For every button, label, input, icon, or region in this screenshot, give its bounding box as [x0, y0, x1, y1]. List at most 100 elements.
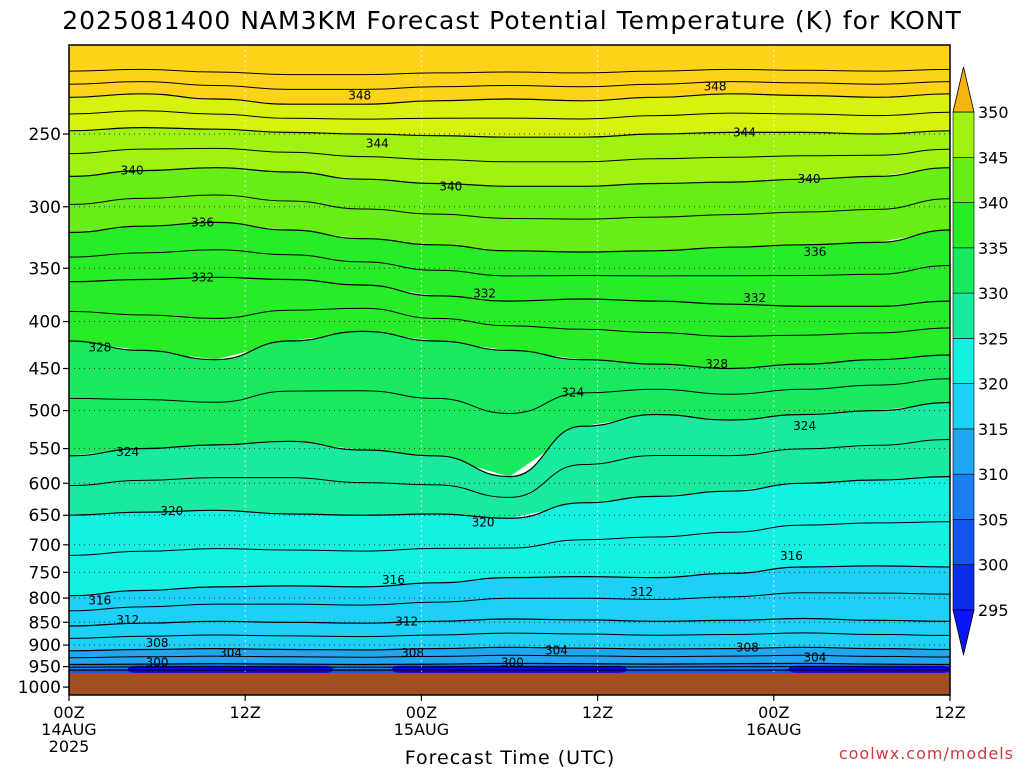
contour-label: 308 [736, 640, 759, 654]
contour-label: 300 [501, 655, 524, 669]
y-tick-label: 800 [29, 589, 61, 609]
colorbar-extend-min [952, 609, 975, 656]
contour-label: 340 [798, 172, 821, 186]
colorbar-label: 310 [978, 465, 1009, 484]
x-tick-label: 15AUG [394, 720, 449, 739]
contour-label: 348 [348, 89, 371, 103]
contour-upper-0 [69, 68, 950, 76]
contour-348 [69, 93, 950, 105]
colorbar-segment [952, 519, 975, 566]
contour-label: 344 [366, 136, 389, 150]
band-below-340 [69, 167, 950, 252]
contour-label: 308 [401, 646, 424, 660]
band-below-320 [69, 476, 950, 596]
ground-layer [69, 672, 950, 695]
y-tick-label: 1000 [18, 678, 61, 698]
y-tick-label: 700 [29, 536, 61, 556]
colorbar-segment [952, 202, 975, 249]
colorbar-segment [952, 156, 975, 203]
contour-labels: 348 348 344 344 340 340 340 336 336 332 332 332 328 3… [88, 80, 826, 670]
colorbar-label: 320 [978, 375, 1009, 394]
band-below-316 [69, 565, 950, 626]
contour-328 [69, 330, 950, 370]
cold-pool-1 [392, 665, 627, 673]
contour-label: 304 [803, 650, 826, 664]
contour-324 [69, 401, 950, 478]
colorbar-segment [952, 473, 975, 520]
colorbar-segment [952, 564, 975, 611]
x-tick-label: 14AUG [41, 720, 96, 739]
colorbar-label: 315 [978, 420, 1009, 439]
contour-label: 320 [160, 504, 183, 518]
contour-304 [69, 662, 950, 666]
contour-label: 332 [743, 291, 766, 305]
y-tick-label: 400 [29, 313, 61, 333]
contour-322 [69, 439, 950, 498]
contour-label: 324 [116, 445, 139, 459]
colorbar-label: 345 [978, 148, 1009, 167]
contour-label: 312 [116, 613, 139, 627]
x-tick-label: 12Z [934, 703, 965, 722]
colorbar-label: 305 [978, 510, 1009, 529]
y-tick-label: 550 [29, 440, 61, 460]
contour-label: 304 [219, 646, 242, 660]
y-tick-label: 650 [29, 506, 61, 526]
contour-340 [69, 167, 950, 187]
colorbar-segment [952, 338, 975, 384]
colorbar-label: 330 [978, 284, 1009, 303]
source-credit: coolwx.com/models [839, 744, 1014, 763]
colorbar: 295 300 305 310 315 320 325 330 335 340 345 350 [952, 66, 1009, 656]
y-tick-label: 450 [29, 360, 61, 380]
x-tick-label: 12Z [230, 703, 261, 722]
y-tick-label: 900 [29, 636, 61, 656]
colorbar-segment [952, 247, 975, 294]
x-tick-label: 2025 [49, 737, 90, 756]
contour-label: 304 [545, 643, 568, 657]
contour-label: 328 [88, 341, 111, 355]
contour-label: 324 [793, 419, 816, 433]
colorbar-label: 340 [978, 194, 1009, 213]
band-below-328 [69, 331, 950, 477]
contour-upper-1 [69, 81, 950, 90]
contour-338 [69, 194, 950, 220]
x-tick-label: 12Z [582, 703, 613, 722]
colorbar-label: 300 [978, 556, 1009, 575]
contour-318 [69, 521, 950, 556]
colorbar-label: 335 [978, 239, 1009, 258]
colorbar-label: 295 [978, 601, 1009, 620]
x-axis-title: Forecast Time (UTC) [405, 747, 615, 768]
colorbar-segment [952, 428, 975, 475]
contour-344 [69, 126, 950, 138]
contour-label: 316 [88, 594, 111, 608]
chart-title: 2025081400 NAM3KM Forecast Potential Tem… [62, 6, 962, 35]
y-tick-label: 500 [29, 402, 61, 422]
y-tick-label: 850 [29, 613, 61, 633]
plot-area: 348 348 344 344 340 340 340 336 336 332 332 332 328 3… [69, 45, 950, 695]
x-tick-label: 00Z [406, 703, 437, 722]
contour-320 [69, 476, 950, 519]
x-tick-label: 00Z [53, 703, 84, 722]
contour-314 [69, 592, 950, 612]
contour-308 [69, 646, 950, 652]
contour-label: 332 [191, 270, 214, 284]
contour-336 [69, 221, 950, 253]
contour-330 [69, 307, 950, 337]
colorbar-segment [952, 111, 975, 158]
contour-306 [69, 654, 950, 659]
contour-label: 336 [191, 215, 214, 229]
contour-label: 308 [146, 636, 169, 650]
contour-302 [69, 666, 950, 668]
contour-312 [69, 617, 950, 627]
contour-label: 340 [121, 164, 144, 178]
contour-326 [69, 378, 950, 415]
colorbar-label: 325 [978, 329, 1009, 348]
contour-label: 316 [382, 573, 405, 587]
band-below-312 [69, 618, 950, 651]
cold-pool-0 [127, 665, 334, 673]
contour-label: 320 [472, 516, 495, 530]
y-tick-label: 300 [29, 198, 61, 218]
contour-label: 300 [146, 655, 169, 669]
contour-346 [69, 110, 950, 120]
